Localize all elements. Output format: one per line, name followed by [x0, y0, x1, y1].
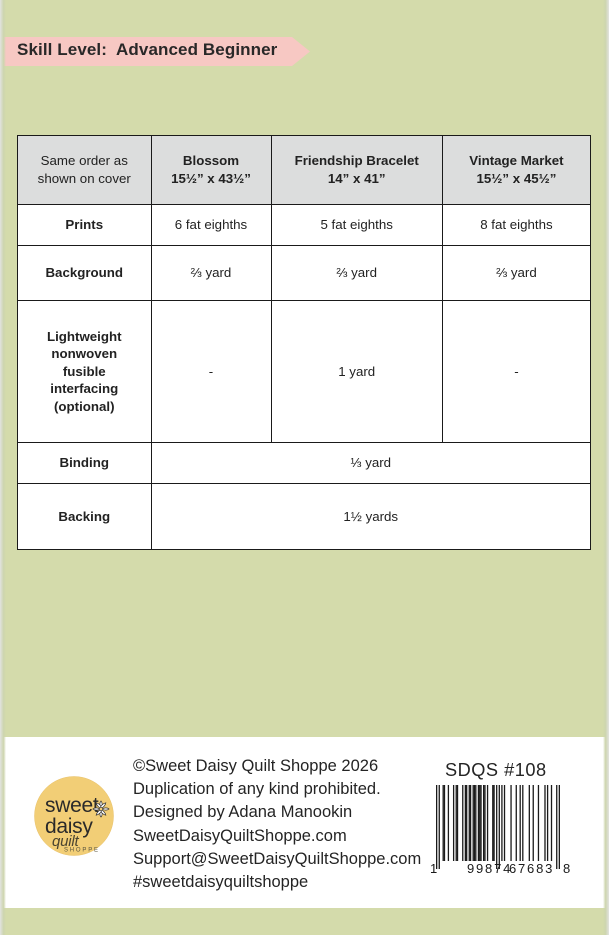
svg-text:8: 8	[563, 861, 570, 876]
svg-text:1: 1	[430, 861, 437, 876]
svg-text:SHOPPE: SHOPPE	[64, 848, 100, 854]
svg-text:99874: 99874	[467, 861, 512, 876]
svg-text:67683: 67683	[509, 861, 554, 876]
svg-text:sweet: sweet	[45, 794, 99, 817]
